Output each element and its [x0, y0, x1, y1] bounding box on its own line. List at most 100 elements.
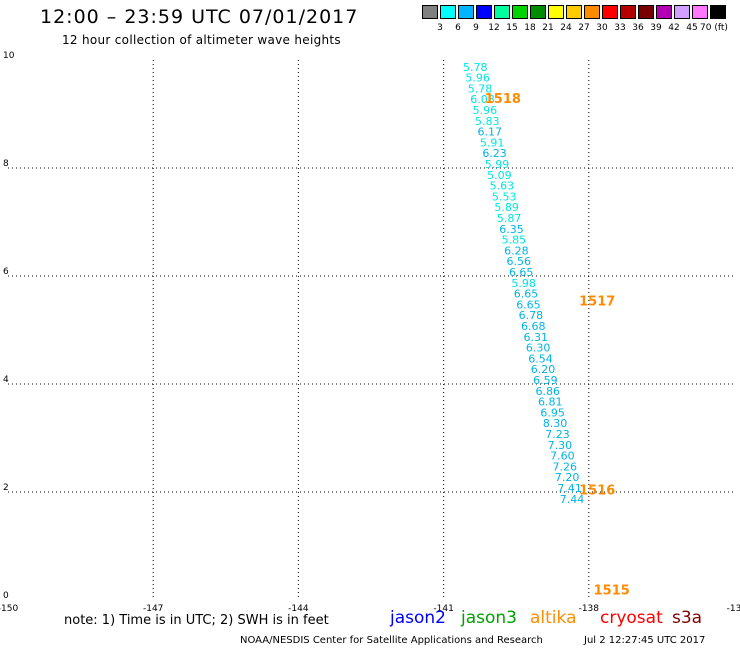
color-scale-label: 18	[524, 23, 536, 33]
color-scale-label: 9	[473, 23, 479, 33]
swh-value-label: 6.65	[516, 298, 541, 311]
swh-value-label: 8.30	[543, 417, 568, 430]
swh-value-label: 6.81	[538, 396, 563, 409]
x-tick-label: -144	[288, 604, 309, 614]
color-scale-label: 70 (ft)	[700, 23, 728, 33]
x-tick-label: -138	[579, 604, 600, 614]
color-swatch	[494, 5, 510, 19]
color-swatch	[566, 5, 582, 19]
legend-altika: altika	[530, 608, 577, 628]
footer-note: note: 1) Time is in UTC; 2) SWH is in fe…	[64, 613, 329, 628]
swh-value-label: 5.96	[473, 104, 498, 117]
color-scale-label: 30	[596, 23, 608, 33]
color-swatch	[674, 5, 690, 19]
color-swatch	[512, 5, 528, 19]
color-swatch	[692, 5, 708, 19]
pass-number-label: 1516	[579, 484, 615, 499]
swh-value-label: 6.95	[540, 406, 565, 419]
color-scale-label: 6	[455, 23, 461, 33]
swh-value-label: 7.20	[555, 471, 580, 484]
color-scale-label: 12	[488, 23, 500, 33]
swh-value-label: 6.23	[482, 147, 507, 160]
color-scale-label: 27	[578, 23, 590, 33]
swh-value-label: 6.35	[499, 223, 524, 236]
color-scale-label: 24	[560, 23, 572, 33]
swh-value-label: 5.78	[468, 82, 493, 95]
color-swatch	[710, 5, 726, 19]
swh-value-label: 6.30	[526, 342, 551, 355]
swh-value-label: 5.63	[490, 180, 514, 193]
pass-number-label: 1515	[594, 584, 630, 599]
swh-value-label: 5.91	[480, 136, 505, 149]
swh-value-label: 6.65	[509, 266, 534, 279]
color-swatch	[422, 5, 438, 19]
color-swatch	[548, 5, 564, 19]
swh-value-label: 6.68	[521, 320, 546, 333]
y-tick-label: 0	[3, 591, 9, 601]
color-scale-label: 39	[650, 23, 662, 33]
legend-cryosat: cryosat	[600, 608, 663, 628]
x-tick-label: -141	[433, 604, 453, 614]
color-swatch	[440, 5, 456, 19]
swh-value-label: 5.98	[511, 277, 536, 290]
swh-value-label: 7.41	[557, 482, 582, 495]
swh-value-label: 6.78	[519, 309, 544, 322]
color-scale-label: 36	[632, 23, 644, 33]
swh-value-label: 5.85	[502, 234, 527, 247]
color-swatch	[602, 5, 618, 19]
legend-jason2: jason2	[390, 608, 446, 628]
swh-value-label: 5.78	[463, 61, 488, 74]
legend-s3a: s3a	[672, 608, 703, 628]
swh-value-label: 5.09	[487, 169, 512, 182]
swh-value-label: 6.28	[504, 244, 528, 257]
swh-value-label: 6.08	[470, 93, 495, 106]
swh-value-label: 7.23	[545, 428, 570, 441]
credit-line: NOAA/NESDIS Center for Satellite Applica…	[240, 635, 543, 646]
swh-value-label: 7.60	[550, 450, 575, 463]
swh-value-label: 6.31	[523, 331, 548, 344]
legend-jason3: jason3	[461, 608, 517, 628]
y-tick-label: 4	[3, 375, 9, 385]
color-scale-label: 15	[506, 23, 518, 33]
swh-value-label: 5.87	[497, 212, 521, 225]
color-swatch	[656, 5, 672, 19]
swh-value-label: 5.99	[485, 158, 510, 171]
swh-value-label: 5.96	[465, 72, 490, 85]
x-tick-label: -150	[0, 604, 18, 614]
swh-value-label: 5.83	[475, 115, 500, 128]
color-swatch	[458, 5, 474, 19]
generated-timestamp: Jul 2 12:27:45 UTC 2017	[584, 635, 706, 646]
x-tick-label: -147	[143, 604, 163, 614]
color-swatch	[530, 5, 546, 19]
swh-value-label: 5.89	[494, 201, 519, 214]
color-scale-label: 33	[614, 23, 626, 33]
pass-number-label: 1517	[579, 295, 615, 310]
pass-number-label: 1518	[485, 92, 521, 107]
color-swatch	[620, 5, 636, 19]
swh-value-label: 7.26	[553, 460, 578, 473]
chart-title: 12:00 – 23:59 UTC 07/01/2017	[40, 6, 359, 28]
color-scale-label: 42	[668, 23, 680, 33]
swh-value-label: 6.59	[533, 374, 558, 387]
color-swatch	[638, 5, 654, 19]
swh-value-label: 7.44	[560, 493, 585, 506]
swh-value-label: 6.54	[528, 352, 553, 365]
y-tick-label: 6	[3, 267, 9, 277]
chart-subtitle: 12 hour collection of altimeter wave hei…	[62, 33, 341, 47]
swh-value-label: 6.20	[531, 363, 556, 376]
swh-value-label: 6.86	[536, 385, 561, 398]
swh-value-label: 7.30	[548, 439, 573, 452]
swh-value-label: 6.17	[477, 126, 502, 139]
swh-value-label: 6.56	[507, 255, 532, 268]
y-tick-label: 8	[3, 159, 9, 169]
x-tick-label: -13	[727, 604, 740, 614]
y-tick-label: 2	[3, 483, 9, 493]
swh-value-label: 5.53	[492, 190, 517, 203]
color-scale-label: 21	[542, 23, 554, 33]
color-scale-label: 45	[686, 23, 698, 33]
color-scale-label: 3	[437, 23, 443, 33]
color-swatch	[476, 5, 492, 19]
swh-value-label: 6.65	[514, 288, 539, 301]
color-swatch	[584, 5, 600, 19]
